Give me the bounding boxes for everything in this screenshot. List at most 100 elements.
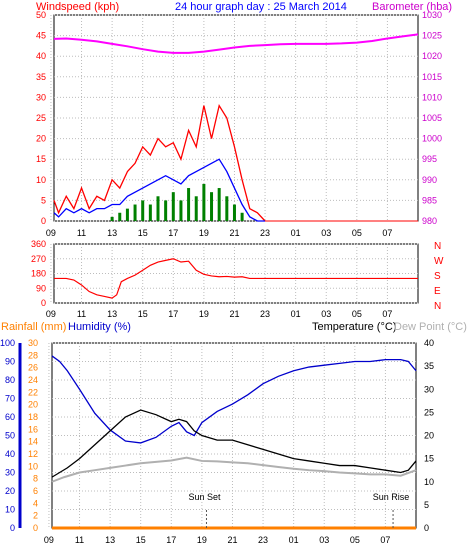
y-tick-label: 15 — [36, 154, 46, 164]
temp-tick-label: 25 — [424, 407, 434, 417]
barometer-line — [53, 33, 419, 54]
temperature-x-axis: 11 13 15 17 19 21 23 01 03 05 07 09 — [44, 535, 390, 545]
direction-x-axis: 11 13 15 17 19 21 23 01 03 05 07 09 — [46, 309, 392, 319]
temperature-right-axis: 0 5 10 15 20 25 30 35 40 — [424, 338, 434, 533]
x-tick-label: 13 — [107, 228, 117, 238]
y2-tick-label: 1010 — [422, 92, 442, 102]
compass-label: E — [434, 286, 441, 297]
humidity-tick-label: 90 — [5, 357, 15, 367]
humidity-axis-label: Humidity (%) — [68, 321, 131, 333]
x-tick-label: 01 — [291, 309, 301, 319]
x-tick-label: 07 — [382, 309, 392, 319]
gust-line — [53, 103, 266, 222]
y2-tick-label: 1020 — [422, 51, 442, 61]
rainfall-axis-label: Rainfall (mm) — [1, 321, 66, 333]
x-tick-label: 11 — [77, 309, 86, 319]
y-tick-label: 35 — [36, 72, 46, 82]
x-tick-label: 09 — [46, 309, 56, 319]
y-tick-label: 20 — [36, 134, 46, 144]
sunset-label: Sun Set — [188, 492, 221, 502]
rain-tick-label: 6 — [33, 486, 38, 496]
humidity-tick-label: 50 — [5, 431, 15, 441]
humidity-tick-label: 40 — [5, 449, 15, 459]
humidity-tick-label: 60 — [5, 412, 15, 422]
temperature-axis-label: Temperature (°C) — [312, 321, 396, 333]
y-tick-label: 360 — [31, 239, 46, 249]
y2-tick-label: 995 — [422, 154, 437, 164]
rain-tick-label: 18 — [28, 412, 38, 422]
wind-x-axis: 11 13 15 17 19 21 23 01 03 05 07 09 — [46, 228, 392, 238]
x-tick-label: 15 — [136, 535, 146, 545]
temp-tick-label: 40 — [424, 338, 434, 348]
x-tick-label: 09 — [44, 535, 54, 545]
x-tick-label: 03 — [321, 309, 331, 319]
humidity-tick-label: 0 — [10, 523, 15, 533]
x-tick-label: 01 — [291, 228, 301, 238]
humidity-tick-label: 10 — [5, 505, 15, 515]
temp-tick-label: 5 — [424, 500, 429, 510]
x-tick-label: 21 — [229, 228, 239, 238]
direction-lines — [54, 258, 418, 299]
y2-tick-label: 1005 — [422, 113, 442, 123]
dew_point-line — [51, 456, 417, 483]
y-tick-label: 5 — [41, 195, 46, 205]
x-tick-label: 03 — [321, 228, 331, 238]
rain-tick-label: 14 — [28, 437, 38, 447]
x-tick-label: 19 — [199, 309, 209, 319]
wind-left-axis: 0 5 10 15 20 25 30 35 40 45 50 — [36, 10, 46, 226]
x-tick-label: 11 — [77, 228, 86, 238]
rain-tick-label: 8 — [33, 474, 38, 484]
x-tick-label: 03 — [319, 535, 329, 545]
x-tick-label: 07 — [382, 228, 392, 238]
x-tick-label: 01 — [289, 535, 299, 545]
temp-tick-label: 30 — [424, 384, 434, 394]
temp-tick-label: 35 — [424, 361, 434, 371]
compass-label: N — [434, 241, 441, 252]
x-tick-label: 23 — [260, 309, 270, 319]
y2-tick-label: 990 — [422, 175, 437, 185]
rain-tick-label: 16 — [28, 424, 38, 434]
x-tick-label: 09 — [46, 228, 56, 238]
rain-tick-label: 12 — [28, 449, 38, 459]
average-line — [53, 158, 266, 222]
rain-tick-label: 20 — [28, 400, 38, 410]
x-tick-label: 15 — [138, 309, 148, 319]
rain-tick-label: 0 — [33, 523, 38, 533]
dewpoint-axis-label: Dew Point (°C) — [394, 321, 467, 333]
x-tick-label: 19 — [197, 535, 207, 545]
rain-tick-label: 22 — [28, 387, 38, 397]
temp-tick-label: 15 — [424, 454, 434, 464]
windspeed-axis-label: Windspeed (kph) — [36, 1, 119, 13]
y-tick-label: 270 — [31, 254, 46, 264]
temp-tick-label: 10 — [424, 477, 434, 487]
x-tick-label: 05 — [352, 309, 362, 319]
rain-tick-label: 28 — [28, 350, 38, 360]
rain-tick-label: 2 — [33, 511, 38, 521]
humidity-tick-label: 70 — [5, 394, 15, 404]
compass-label: W — [434, 256, 444, 267]
x-tick-label: 05 — [352, 228, 362, 238]
x-tick-label: 17 — [166, 535, 176, 545]
temp-tick-label: 0 — [424, 523, 429, 533]
rain-tick-label: 4 — [33, 498, 38, 508]
humidity-line — [51, 355, 417, 444]
temperature-line — [51, 409, 417, 478]
rain-tick-label: 30 — [28, 338, 38, 348]
x-tick-label: 17 — [168, 309, 178, 319]
rain-tick-label: 10 — [28, 461, 38, 471]
humidity-tick-label: 20 — [5, 486, 15, 496]
temperature-lines — [51, 355, 417, 530]
x-tick-label: 13 — [107, 309, 117, 319]
x-tick-label: 17 — [168, 228, 178, 238]
y2-tick-label: 985 — [422, 195, 437, 205]
y-tick-label: 45 — [36, 31, 46, 41]
temperature-left-axes: 0102030405060708090100024681012141618202… — [0, 338, 38, 533]
wind-lines — [53, 33, 419, 222]
y2-tick-label: 980 — [422, 216, 437, 226]
y2-tick-label: 1030 — [422, 10, 442, 20]
humidity-tick-label: 30 — [5, 468, 15, 478]
y-tick-label: 40 — [36, 51, 46, 61]
